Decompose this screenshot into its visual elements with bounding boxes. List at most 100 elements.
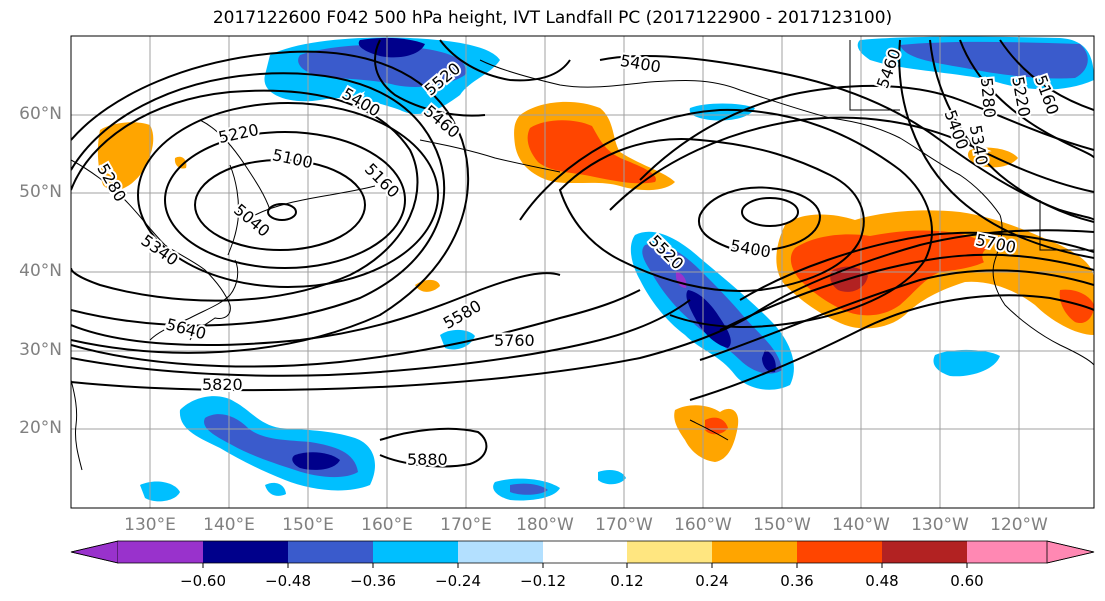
contour-east-3 xyxy=(699,269,1094,361)
lon-label: 160°E xyxy=(361,515,413,535)
colorbar-under-triangle xyxy=(70,540,119,564)
colorbar-bin xyxy=(288,541,373,563)
lon-label: 130°E xyxy=(124,515,176,535)
coast-aleutians xyxy=(419,139,561,173)
lon-label: 170°E xyxy=(440,515,492,535)
lat-label: 40°N xyxy=(19,261,62,281)
lon-label: 140°E xyxy=(203,515,255,535)
lon-label: 160°W xyxy=(674,515,732,535)
contour-label: 5640 xyxy=(164,314,208,343)
lat-label: 30°N xyxy=(19,340,62,360)
colorbar-tick-label: −0.48 xyxy=(265,572,311,590)
colorbar-tick-label: 0.36 xyxy=(780,572,814,590)
colorbar-tick-label: 0.60 xyxy=(950,572,984,590)
neg-region-central-deep xyxy=(686,290,731,348)
colorbar-bin xyxy=(203,541,288,563)
neg-region-ne-core xyxy=(900,41,1088,79)
colorbar-bin xyxy=(458,541,543,563)
pos-region-coast-core xyxy=(1059,289,1094,324)
coast-japan xyxy=(149,259,239,341)
contour-label: 5040 xyxy=(230,200,273,241)
contour-north-2 xyxy=(439,39,571,82)
colorbar-outline xyxy=(70,540,1095,564)
pos-patch-d xyxy=(674,405,739,462)
colorbar-bin xyxy=(882,541,967,563)
contour-north-1 xyxy=(374,39,486,117)
contour-ne-3 xyxy=(609,116,1094,211)
neg-patch-d xyxy=(140,481,180,502)
contour-ne-7 xyxy=(898,39,1094,259)
contour-ne-5 xyxy=(959,39,1094,159)
neg-region-north-core xyxy=(298,44,466,87)
colorbar-tick-label: −0.60 xyxy=(180,572,226,590)
colorbar-ticks xyxy=(202,563,968,568)
contour-label: 5820 xyxy=(202,375,243,394)
neg-region-sw-deep xyxy=(292,452,340,470)
contour-5700 xyxy=(71,289,641,368)
coast-alaska xyxy=(479,59,1001,216)
contour-central-2 xyxy=(558,138,865,292)
contour-low-3 xyxy=(164,131,406,269)
contour-label: 5880 xyxy=(407,450,448,469)
colorbar-over-triangle xyxy=(1046,540,1095,564)
lon-label: 150°W xyxy=(753,515,811,535)
contour-low-6 xyxy=(71,72,446,327)
lon-label: 170°W xyxy=(595,515,653,535)
contour-ne-2 xyxy=(639,84,1094,181)
contour-label: 5460 xyxy=(420,101,463,142)
colorbar-tick-label: −0.24 xyxy=(435,572,481,590)
colorbar-bin xyxy=(118,541,203,563)
contour-low-4 xyxy=(137,102,439,288)
colorbar-tick-label: 0.48 xyxy=(865,572,899,590)
contour-label: 5280 xyxy=(977,77,999,119)
lon-label: 130°W xyxy=(911,515,969,535)
contour-label: 5160 xyxy=(361,159,403,201)
colorbar-bin xyxy=(543,541,627,563)
colorbar-tick-label: −0.36 xyxy=(350,572,396,590)
contour-ne-6 xyxy=(929,39,1094,223)
coast-kamchatka xyxy=(199,119,271,211)
contour-ne-1 xyxy=(599,54,1094,221)
contour-label: 5580 xyxy=(440,296,485,333)
coast-na-border xyxy=(1039,200,1094,251)
colorbar-bin xyxy=(712,541,797,563)
contour-central-low-1 xyxy=(697,186,821,252)
contour-label: 5220 xyxy=(217,120,261,147)
colorbar-bin xyxy=(627,541,712,563)
lon-label: 140°W xyxy=(832,515,890,535)
pos-patch-a xyxy=(174,156,187,169)
contour-east-2 xyxy=(719,253,1094,331)
colorbar xyxy=(70,540,1095,568)
coast-kuril xyxy=(254,185,376,216)
contour-east-4 xyxy=(689,294,1094,401)
contour-low-2 xyxy=(194,159,366,251)
lon-label: 180°W xyxy=(516,515,574,535)
lat-label: 60°N xyxy=(19,104,62,124)
colorbar-bin xyxy=(797,541,882,563)
contour-5880 xyxy=(379,427,488,468)
neg-patch-b xyxy=(933,349,1000,377)
coast-philippines xyxy=(71,379,83,471)
contour-label: 5760 xyxy=(494,331,535,350)
map-title: 2017122600 F042 500 hPa height, IVT Land… xyxy=(212,8,893,28)
neg-region-alaska xyxy=(689,103,755,121)
lon-label: 120°W xyxy=(990,515,1048,535)
neg-patch-e xyxy=(598,470,626,485)
coast-hawaii xyxy=(689,419,729,441)
coast-yukon xyxy=(849,40,900,111)
lat-label: 20°N xyxy=(19,418,62,438)
contour-central-inner xyxy=(741,197,799,227)
neg-region-central-deep2 xyxy=(762,350,776,373)
pos-region-kamchatka xyxy=(97,122,154,191)
colorbar-tick-label: 0.12 xyxy=(610,572,644,590)
contour-5760 xyxy=(71,299,691,377)
colorbar-bin xyxy=(373,541,458,563)
height-contours xyxy=(71,39,1094,468)
contour-label: 5400 xyxy=(619,51,662,77)
contour-ne-4 xyxy=(999,39,1094,111)
coast-sakhalin xyxy=(227,164,239,256)
coast-na-west xyxy=(992,214,1094,366)
map-frame xyxy=(70,35,1095,509)
contour-low-5 xyxy=(71,89,419,302)
